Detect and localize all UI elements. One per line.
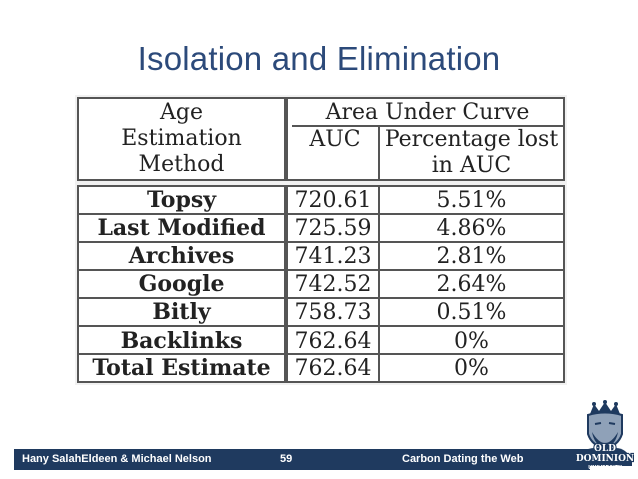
double-rule [284,243,288,269]
pct-cell: 2.81% [436,243,507,269]
pct-cell: 4.86% [436,215,507,241]
method-cell: Archives [128,243,235,269]
double-rule [284,187,288,213]
header-method-line: Age [160,100,203,125]
results-table: Age Estimation Method Area Under Curve A… [75,95,567,385]
table-row: Last Modified 725.59 4.86% [79,215,563,243]
method-cell: Google [138,271,225,297]
auc-cell: 762.64 [288,327,380,355]
double-rule [284,355,288,381]
footer-bar: Hany SalahEldeen & Michael Nelson 59 Car… [14,449,590,470]
header-pct-line: Percentage lost [384,127,559,152]
method-cell: Bitly [152,299,211,325]
table-body: Topsy 720.61 5.51% Last Modified 725.59 … [77,185,565,357]
slide-title: Isolation and Elimination [137,40,501,77]
double-rule [284,299,288,325]
header-method-line: Estimation [121,126,242,151]
svg-text:DOMINION: DOMINION [576,454,634,464]
total-pct-cell: 0% [454,355,489,381]
pct-cell: 5.51% [436,187,507,213]
auc-cell: 758.73 [288,299,380,325]
method-cell: Backlinks [120,328,243,354]
double-rule [284,327,288,355]
pct-cell: 2.64% [436,271,507,297]
header-method: Age Estimation Method [79,99,284,179]
auc-cell: 741.23 [288,243,380,269]
header-auc: AUC [292,127,380,179]
double-rule [284,271,288,297]
footer-page-number: 59 [280,453,293,465]
method-cell: Topsy [146,187,217,213]
svg-text:UNIVERSITY: UNIVERSITY [588,465,622,471]
svg-text:OLD: OLD [594,444,616,454]
table-row: Backlinks 762.64 0% [79,327,563,355]
table-row: Archives 741.23 2.81% [79,243,563,271]
total-row: Total Estimate 762.64 0% [79,355,563,381]
footer-talk-title: Carbon Dating the Web [402,453,524,465]
header-group: Area Under Curve [292,99,563,127]
table-row: Google 742.52 2.64% [79,271,563,299]
header-method-line: Method [138,152,225,177]
table-row: Topsy 720.61 5.51% [79,187,563,215]
method-cell: Last Modified [97,215,266,241]
footer-authors: Hany SalahEldeen & Michael Nelson [22,453,212,465]
pct-cell: 0.51% [436,299,507,325]
pct-cell: 0% [454,328,489,354]
table-header: Age Estimation Method Area Under Curve A… [77,97,565,181]
double-rule [284,215,288,241]
auc-cell: 742.52 [288,271,380,297]
auc-cell: 720.61 [288,187,380,213]
university-monarch-logo-icon: OLD DOMINION UNIVERSITY [576,400,634,471]
total-auc-cell: 762.64 [288,355,380,381]
table-total: Total Estimate 762.64 0% [77,353,565,383]
header-pct-line: in AUC [431,153,512,178]
auc-cell: 725.59 [288,215,380,241]
header-pct: Percentage lost in AUC [380,127,563,179]
table-row: Bitly 758.73 0.51% [79,299,563,327]
total-method-cell: Total Estimate [92,355,271,381]
header-double-rule [284,99,288,179]
